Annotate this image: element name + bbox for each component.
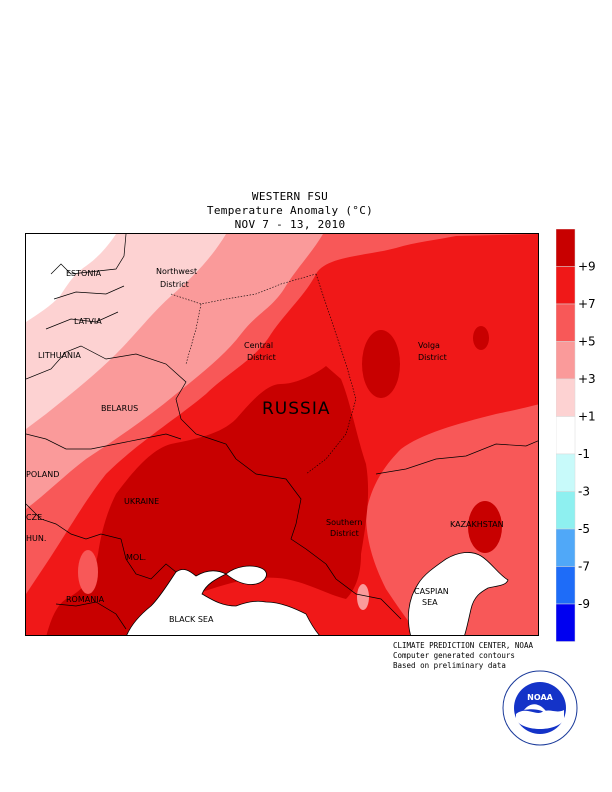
country-borders bbox=[26, 234, 538, 630]
label-poland: POLAND bbox=[26, 470, 59, 479]
legend-label: -7 bbox=[578, 560, 590, 574]
legend-label: -5 bbox=[578, 522, 590, 536]
legend-swatch bbox=[555, 228, 576, 267]
legend-label: -9 bbox=[578, 597, 590, 611]
legend-label: +1 bbox=[578, 410, 596, 424]
legend-swatch bbox=[555, 453, 576, 492]
legend-swatch bbox=[555, 378, 576, 417]
credit-line-3: Based on preliminary data bbox=[393, 661, 506, 670]
volga-hot-cell bbox=[362, 330, 400, 398]
district-borders bbox=[170, 273, 357, 475]
legend-swatch bbox=[555, 416, 576, 455]
label-southern-2: District bbox=[330, 529, 359, 538]
legend-label: -1 bbox=[578, 447, 590, 461]
legend-swatch bbox=[555, 528, 576, 567]
band-below-1 bbox=[26, 234, 116, 322]
label-volga-2: District bbox=[418, 353, 447, 362]
band-above-9 bbox=[46, 366, 369, 635]
band-1-3 bbox=[26, 234, 226, 429]
label-central-1: Central bbox=[244, 341, 273, 350]
volga-small-cell bbox=[473, 326, 489, 350]
legend-label: +7 bbox=[578, 297, 596, 311]
label-cze: CZE. bbox=[26, 513, 45, 522]
label-romania: ROMANIA bbox=[66, 595, 105, 604]
label-caspian-1: CASPIAN bbox=[414, 587, 449, 596]
legend-swatch bbox=[555, 266, 576, 305]
label-southern-1: Southern bbox=[326, 518, 362, 527]
credit-line-2: Computer generated contours bbox=[393, 651, 515, 660]
label-volga-1: Volga bbox=[418, 341, 440, 350]
map-subtitle: Temperature Anomaly (°C) bbox=[206, 204, 374, 217]
moldova-cool-pocket bbox=[78, 550, 98, 594]
noaa-logo-text: NOAA bbox=[527, 693, 553, 702]
caspian-sea bbox=[407, 552, 509, 635]
noaa-logo: NOAA bbox=[502, 670, 578, 746]
map-dates: NOV 7 - 13, 2010 bbox=[234, 218, 346, 231]
temperature-anomaly-map: ESTONIA LATVIA LITHUANIA BELARUS POLAND … bbox=[25, 233, 539, 636]
label-caspian-2: SEA bbox=[422, 598, 438, 607]
label-ukraine: UKRAINE bbox=[124, 497, 159, 506]
label-belarus: BELARUS bbox=[101, 404, 138, 413]
label-northwest-1: Northwest bbox=[156, 267, 197, 276]
label-latvia: LATVIA bbox=[74, 317, 102, 326]
legend-swatch bbox=[555, 491, 576, 530]
legend-swatch bbox=[555, 341, 576, 380]
label-lithuania: LITHUANIA bbox=[38, 351, 81, 360]
legend-label: -3 bbox=[578, 485, 590, 499]
legend-label: +5 bbox=[578, 335, 596, 349]
legend-label: +9 bbox=[578, 260, 596, 274]
label-estonia: ESTONIA bbox=[66, 269, 102, 278]
label-northwest-2: District bbox=[160, 280, 189, 289]
legend-swatch bbox=[555, 303, 576, 342]
legend-swatch bbox=[555, 603, 576, 642]
label-hun: HUN. bbox=[26, 534, 46, 543]
label-mol: MOL. bbox=[126, 553, 146, 562]
sea-of-azov bbox=[225, 565, 267, 585]
black-sea bbox=[126, 569, 320, 635]
label-russia: RUSSIA bbox=[262, 399, 330, 419]
caspian-pocket bbox=[357, 584, 369, 610]
legend-swatch bbox=[555, 566, 576, 605]
color-legend: +9 +7 +5 +3 +1 -1 -3 -5 -7 -9 bbox=[555, 228, 612, 645]
map-title: WESTERN FSU bbox=[251, 190, 329, 203]
label-black-sea: BLACK SEA bbox=[169, 615, 214, 624]
credit-line-1: CLIMATE PREDICTION CENTER, NOAA bbox=[393, 641, 533, 650]
legend-label: +3 bbox=[578, 372, 596, 386]
label-kazakhstan: KAZAKHSTAN bbox=[450, 520, 504, 529]
label-central-2: District bbox=[247, 353, 276, 362]
kazakhstan-hot-cell bbox=[468, 501, 502, 553]
